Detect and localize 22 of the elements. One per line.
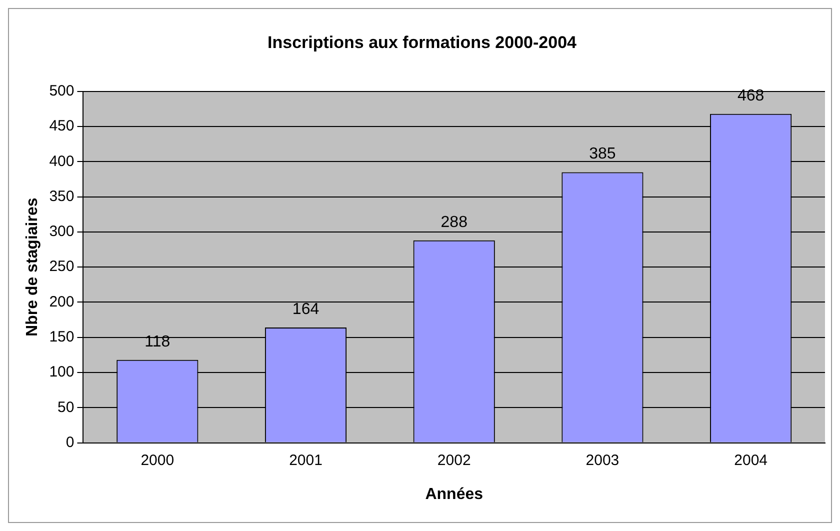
y-tick-label: 100 <box>49 364 74 381</box>
y-tick-label: 350 <box>49 188 74 205</box>
y-tick-label: 400 <box>49 152 74 170</box>
y-tick-label: 0 <box>66 434 74 451</box>
y-tick-label: 450 <box>49 118 74 135</box>
y-tick-label: 250 <box>49 258 74 276</box>
data-label: 288 <box>440 214 468 231</box>
x-tick-label: 2001 <box>289 452 322 469</box>
x-axis-title: Années <box>425 486 484 503</box>
y-tick-label: 500 <box>49 82 74 100</box>
data-label: 164 <box>292 300 320 318</box>
x-tick-label: 2004 <box>734 452 768 469</box>
y-axis-title: Nbre de stagiaires <box>24 198 42 336</box>
y-tick-label: 200 <box>49 293 74 310</box>
data-label: 385 <box>589 146 616 163</box>
x-tick-label: 2002 <box>437 452 471 469</box>
x-tick-label: 2000 <box>140 452 174 469</box>
x-tick-label: 2003 <box>586 452 620 469</box>
y-tick-label: 300 <box>49 223 74 240</box>
y-tick-label: 150 <box>49 328 74 346</box>
y-tick-label: 50 <box>58 398 74 416</box>
chart-title: Inscriptions aux formations 2000-2004 <box>268 32 578 52</box>
